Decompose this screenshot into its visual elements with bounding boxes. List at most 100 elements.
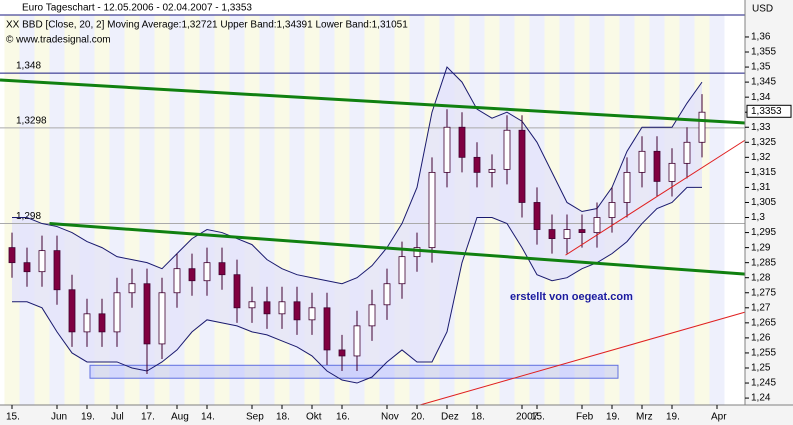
candle-body — [53, 250, 61, 291]
candle-body — [293, 301, 301, 321]
candle-body — [653, 150, 661, 182]
y-tick-label: 1,28 — [751, 272, 771, 283]
candle-body — [233, 274, 241, 309]
chart-subtitle: XX BBD [Close, 20, 2] Moving Average:1,3… — [6, 20, 408, 31]
candle-body — [548, 229, 556, 239]
y-tick-label: 1,25 — [751, 363, 771, 374]
candle-body — [383, 283, 391, 306]
candle-body — [413, 247, 421, 258]
candle-body — [398, 256, 406, 285]
zone — [89, 364, 619, 379]
x-tick-label: 18. — [471, 412, 485, 423]
x-tick-label: Okt — [306, 412, 322, 423]
candle-body — [443, 126, 451, 173]
y-tick-label: 1,275 — [751, 287, 776, 298]
candle-body — [113, 292, 121, 333]
x-tick-label: 14. — [201, 412, 215, 423]
y-tick-label: 1,245 — [751, 378, 776, 389]
last-price-label: 1,3353 — [751, 106, 782, 117]
x-tick-label: Sep — [246, 412, 264, 423]
x-tick-label: Dez — [441, 412, 459, 423]
y-tick-label: 1,3 — [751, 212, 765, 223]
stripe — [664, 15, 680, 405]
y-tick-label: 1,35 — [751, 62, 771, 73]
candle-body — [278, 301, 286, 315]
y-axis-area — [745, 0, 793, 405]
level-label: 1,3298 — [16, 115, 47, 126]
candle-body — [683, 141, 691, 164]
trendline — [0, 78, 746, 125]
candle-body — [668, 162, 676, 182]
candle-body — [38, 250, 46, 273]
y-tick-label: 1,325 — [751, 137, 776, 148]
candle-body — [338, 349, 346, 357]
band-line — [12, 186, 702, 384]
y-tick-label: 1,34 — [751, 92, 771, 103]
candle-body — [263, 301, 271, 315]
candle-body — [248, 301, 256, 309]
y-tick-label: 1,355 — [751, 47, 776, 58]
candle-body — [518, 129, 526, 203]
candle-body — [533, 202, 541, 230]
y-tick-label: 1,315 — [751, 167, 776, 178]
source: © www.tradesignal.com — [6, 35, 111, 46]
y-tick-label: 1,295 — [751, 227, 776, 238]
candle-body — [23, 262, 31, 273]
candle-body — [698, 111, 706, 143]
candle-body — [593, 217, 601, 233]
candle-body — [488, 168, 496, 173]
x-tick-label: 19. — [666, 412, 680, 423]
trendline — [419, 311, 746, 406]
candle-body — [203, 262, 211, 282]
y-tick-label: 1,255 — [751, 348, 776, 359]
y-tick-label: 1,345 — [751, 77, 776, 88]
y-tick-label: 1,305 — [751, 197, 776, 208]
chart-title: Euro Tageschart - 12.05.2006 - 02.04.200… — [22, 3, 252, 14]
y-tick-label: 1,36 — [751, 32, 771, 43]
x-tick-label: 15. — [531, 412, 545, 423]
candle-body — [638, 150, 646, 173]
stripe — [19, 15, 35, 405]
trendline — [565, 139, 746, 256]
candle-body — [458, 126, 466, 158]
y-tick-label: 1,33 — [751, 122, 771, 133]
y-tick-label: 1,285 — [751, 257, 776, 268]
candle-body — [608, 202, 616, 218]
x-tick-label: 20. — [411, 412, 425, 423]
x-tick-label: 19. — [606, 412, 620, 423]
x-tick-label: Apr — [711, 412, 727, 423]
candle-body — [188, 268, 196, 282]
x-tick-label: 16. — [336, 412, 350, 423]
candle-body — [158, 292, 166, 345]
candle-body — [563, 229, 571, 239]
candle-body — [503, 129, 511, 170]
candle-body — [473, 156, 481, 173]
plot-area: 1,348 1,3298 1,298 — [0, 15, 746, 406]
x-axis-area — [0, 405, 793, 425]
y-tick-label: 1,265 — [751, 317, 776, 328]
x-tick-label: 2007 — [516, 412, 539, 423]
candle-body — [578, 229, 586, 233]
x-tick-label: Jul — [111, 412, 124, 423]
candle-body — [8, 247, 16, 264]
candle-body — [98, 313, 106, 333]
y-tick-label: 1,31 — [751, 182, 771, 193]
candle-body — [143, 283, 151, 345]
x-tick-label: 15. — [6, 412, 20, 423]
candle-body — [83, 313, 91, 333]
level-label: 1,298 — [16, 211, 41, 222]
candle-body — [308, 307, 316, 321]
band-line — [12, 66, 703, 285]
x-tick-label: Feb — [576, 412, 594, 423]
annotation: erstellt von oegeat.com — [510, 291, 633, 303]
candle-body — [368, 304, 376, 327]
x-tick-label: Nov — [381, 412, 399, 423]
x-tick-label: Jun — [51, 412, 67, 423]
candle-body — [128, 283, 136, 294]
candle-body — [68, 289, 76, 333]
last-price-box — [746, 104, 792, 118]
y-axis-label: USD — [752, 4, 773, 15]
y-tick-label: 1,29 — [751, 242, 771, 253]
stripe — [649, 15, 665, 405]
candle-body — [218, 262, 226, 276]
